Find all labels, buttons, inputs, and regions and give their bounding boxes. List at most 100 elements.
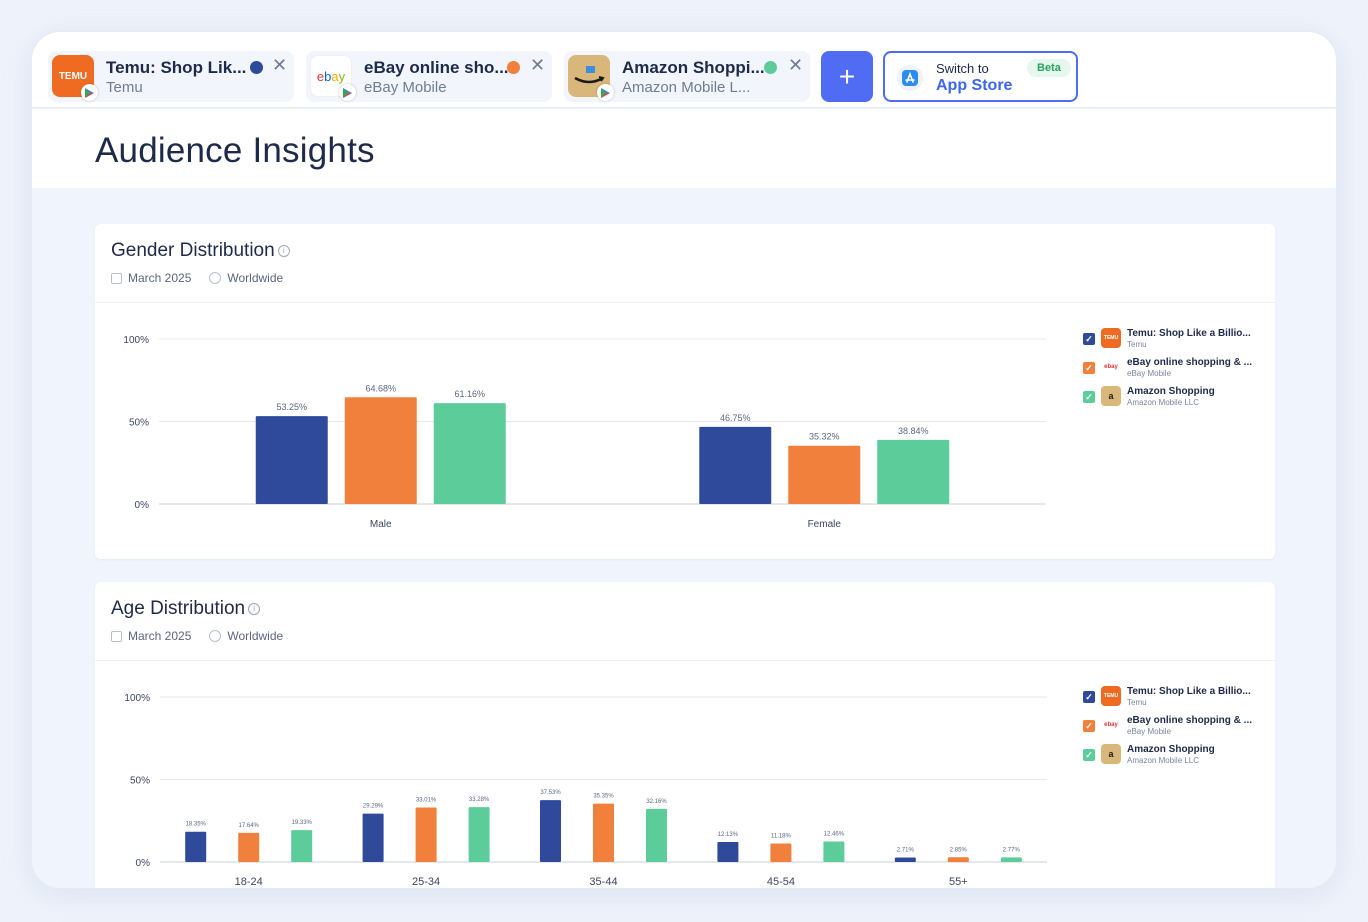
bar-data-label: 12.46%	[824, 831, 845, 837]
legend-item-ebay[interactable]: ✓ ebay eBay online shopping & ... eBay M…	[1083, 357, 1263, 386]
legend-title: eBay online shopping & ...	[1127, 357, 1253, 368]
y-tick-label: 0%	[135, 500, 150, 511]
switch-label-big: App Store	[936, 77, 1013, 94]
globe-icon	[209, 272, 222, 284]
bar-data-label: 32.16%	[646, 799, 667, 805]
legend-item-temu[interactable]: ✓ TEMU Temu: Shop Like a Billio... Temu	[1083, 686, 1263, 715]
legend-item-amazon[interactable]: ✓ a Amazon Shopping Amazon Mobile LLC	[1083, 744, 1263, 773]
x-category-label: 45-54	[767, 876, 795, 888]
bar-data-label: 35.32%	[809, 432, 840, 442]
calendar-icon	[111, 272, 122, 284]
google-play-icon	[597, 84, 614, 101]
legend-item-ebay[interactable]: ✓ ebay eBay online shopping & ... eBay M…	[1083, 715, 1263, 744]
bar	[823, 841, 845, 862]
temu-app-icon: TEMU	[52, 55, 98, 101]
tab-subtitle: eBay Mobile	[364, 79, 447, 96]
checkbox-icon[interactable]: ✓	[1083, 720, 1095, 732]
legend-title: Temu: Shop Like a Billio...	[1127, 328, 1251, 339]
gender-distribution-card: Gender Distribution i March 2025 Worldwid…	[95, 224, 1275, 559]
close-icon[interactable]: ✕	[530, 55, 546, 75]
gender-bar-chart: 0% 50% 100% 53.25% 64.68% 61.16% Male 46.75% 35.…	[123, 335, 1046, 530]
close-icon[interactable]: ✕	[272, 55, 288, 75]
bar	[699, 426, 772, 504]
legend-item-temu[interactable]: ✓ TEMU Temu: Shop Like a Billio... Temu	[1083, 328, 1263, 357]
bar	[1000, 857, 1022, 862]
series-color-dot	[507, 61, 520, 74]
info-icon[interactable]: i	[248, 602, 261, 615]
tab-subtitle: Temu	[106, 79, 143, 96]
bar	[255, 416, 328, 504]
card-title: Age Distribution i	[111, 598, 261, 620]
checkbox-icon[interactable]: ✓	[1083, 691, 1095, 703]
legend-subtitle: Amazon Mobile LLC	[1127, 398, 1200, 407]
card-title: Gender Distribution i	[111, 240, 290, 262]
tab-subtitle: Amazon Mobile L...	[622, 79, 751, 96]
bar-data-label: 12.13%	[718, 832, 739, 838]
bar-data-label: 17.64%	[239, 823, 260, 829]
bar-data-label: 18.35%	[186, 822, 207, 828]
bar	[894, 857, 916, 862]
legend-subtitle: Temu	[1127, 698, 1147, 707]
bar	[415, 807, 437, 862]
bar	[646, 808, 667, 862]
y-tick-label: 100%	[124, 693, 150, 704]
bar	[877, 439, 950, 504]
series-color-dot	[250, 61, 263, 74]
bar	[185, 831, 207, 862]
switch-to-app-store-button[interactable]: Switch to App Store Beta	[883, 51, 1078, 102]
info-icon[interactable]: i	[277, 244, 290, 257]
checkbox-icon[interactable]: ✓	[1083, 362, 1095, 374]
ebay-app-icon: ebay	[1101, 357, 1121, 377]
temu-app-icon: TEMU	[1101, 328, 1121, 348]
checkbox-icon[interactable]: ✓	[1083, 749, 1095, 761]
amazon-app-icon: a	[1101, 744, 1121, 764]
legend-subtitle: Temu	[1127, 340, 1147, 349]
y-tick-label: 50%	[129, 418, 149, 429]
bar	[362, 813, 384, 862]
x-category-label: 25-34	[412, 876, 440, 888]
y-tick-label: 0%	[136, 858, 151, 869]
age-bar-chart: 0% 50% 100% 18.35% 17.64% 19.33% 18-24 29.29% 33…	[124, 693, 1047, 888]
x-category-label: Female	[808, 519, 842, 530]
bar	[344, 397, 417, 504]
bar	[433, 403, 506, 504]
legend-item-amazon[interactable]: ✓ a Amazon Shopping Amazon Mobile LLC	[1083, 386, 1263, 415]
bar	[291, 830, 313, 862]
bar-data-label: 53.25%	[276, 402, 307, 412]
app-tab-amazon[interactable]: Amazon Shoppi... Amazon Mobile L... ✕	[564, 51, 810, 102]
y-tick-label: 50%	[130, 776, 150, 787]
card-meta: March 2025 Worldwide	[111, 629, 283, 643]
legend-subtitle: eBay Mobile	[1127, 727, 1172, 736]
google-play-icon	[339, 84, 356, 101]
bar-data-label: 61.16%	[454, 389, 485, 399]
legend-subtitle: eBay Mobile	[1127, 369, 1172, 378]
legend-subtitle: Amazon Mobile LLC	[1127, 756, 1200, 765]
checkbox-icon[interactable]: ✓	[1083, 333, 1095, 345]
add-app-button[interactable]: +	[821, 51, 873, 102]
app-tab-temu[interactable]: TEMU Temu: Shop Lik... Temu ✕	[48, 51, 294, 102]
bar-data-label: 37.53%	[540, 790, 561, 796]
legend-title: eBay online shopping & ...	[1127, 715, 1253, 726]
bar-data-label: 33.01%	[416, 798, 437, 804]
legend-title: Amazon Shopping	[1127, 386, 1215, 397]
bar-data-label: 29.29%	[363, 804, 384, 810]
chart-legend: ✓ TEMU Temu: Shop Like a Billio... Temu …	[1083, 328, 1263, 415]
switch-label-small: Switch to	[936, 61, 989, 76]
bar-data-label: 64.68%	[365, 383, 396, 393]
page-header: Audience Insights	[32, 109, 1336, 188]
amazon-app-icon: a	[1101, 386, 1121, 406]
temu-app-icon: TEMU	[1101, 686, 1121, 706]
age-distribution-card: Age Distribution i March 2025 Worldwide 0…	[95, 582, 1275, 888]
amazon-app-icon	[568, 55, 614, 101]
date-label: March 2025	[128, 629, 192, 643]
bar-data-label: 19.33%	[292, 820, 313, 826]
series-color-dot	[764, 61, 777, 74]
legend-title: Temu: Shop Like a Billio...	[1127, 686, 1251, 697]
close-icon[interactable]: ✕	[788, 55, 804, 75]
checkbox-icon[interactable]: ✓	[1083, 391, 1095, 403]
divider	[95, 302, 1275, 303]
